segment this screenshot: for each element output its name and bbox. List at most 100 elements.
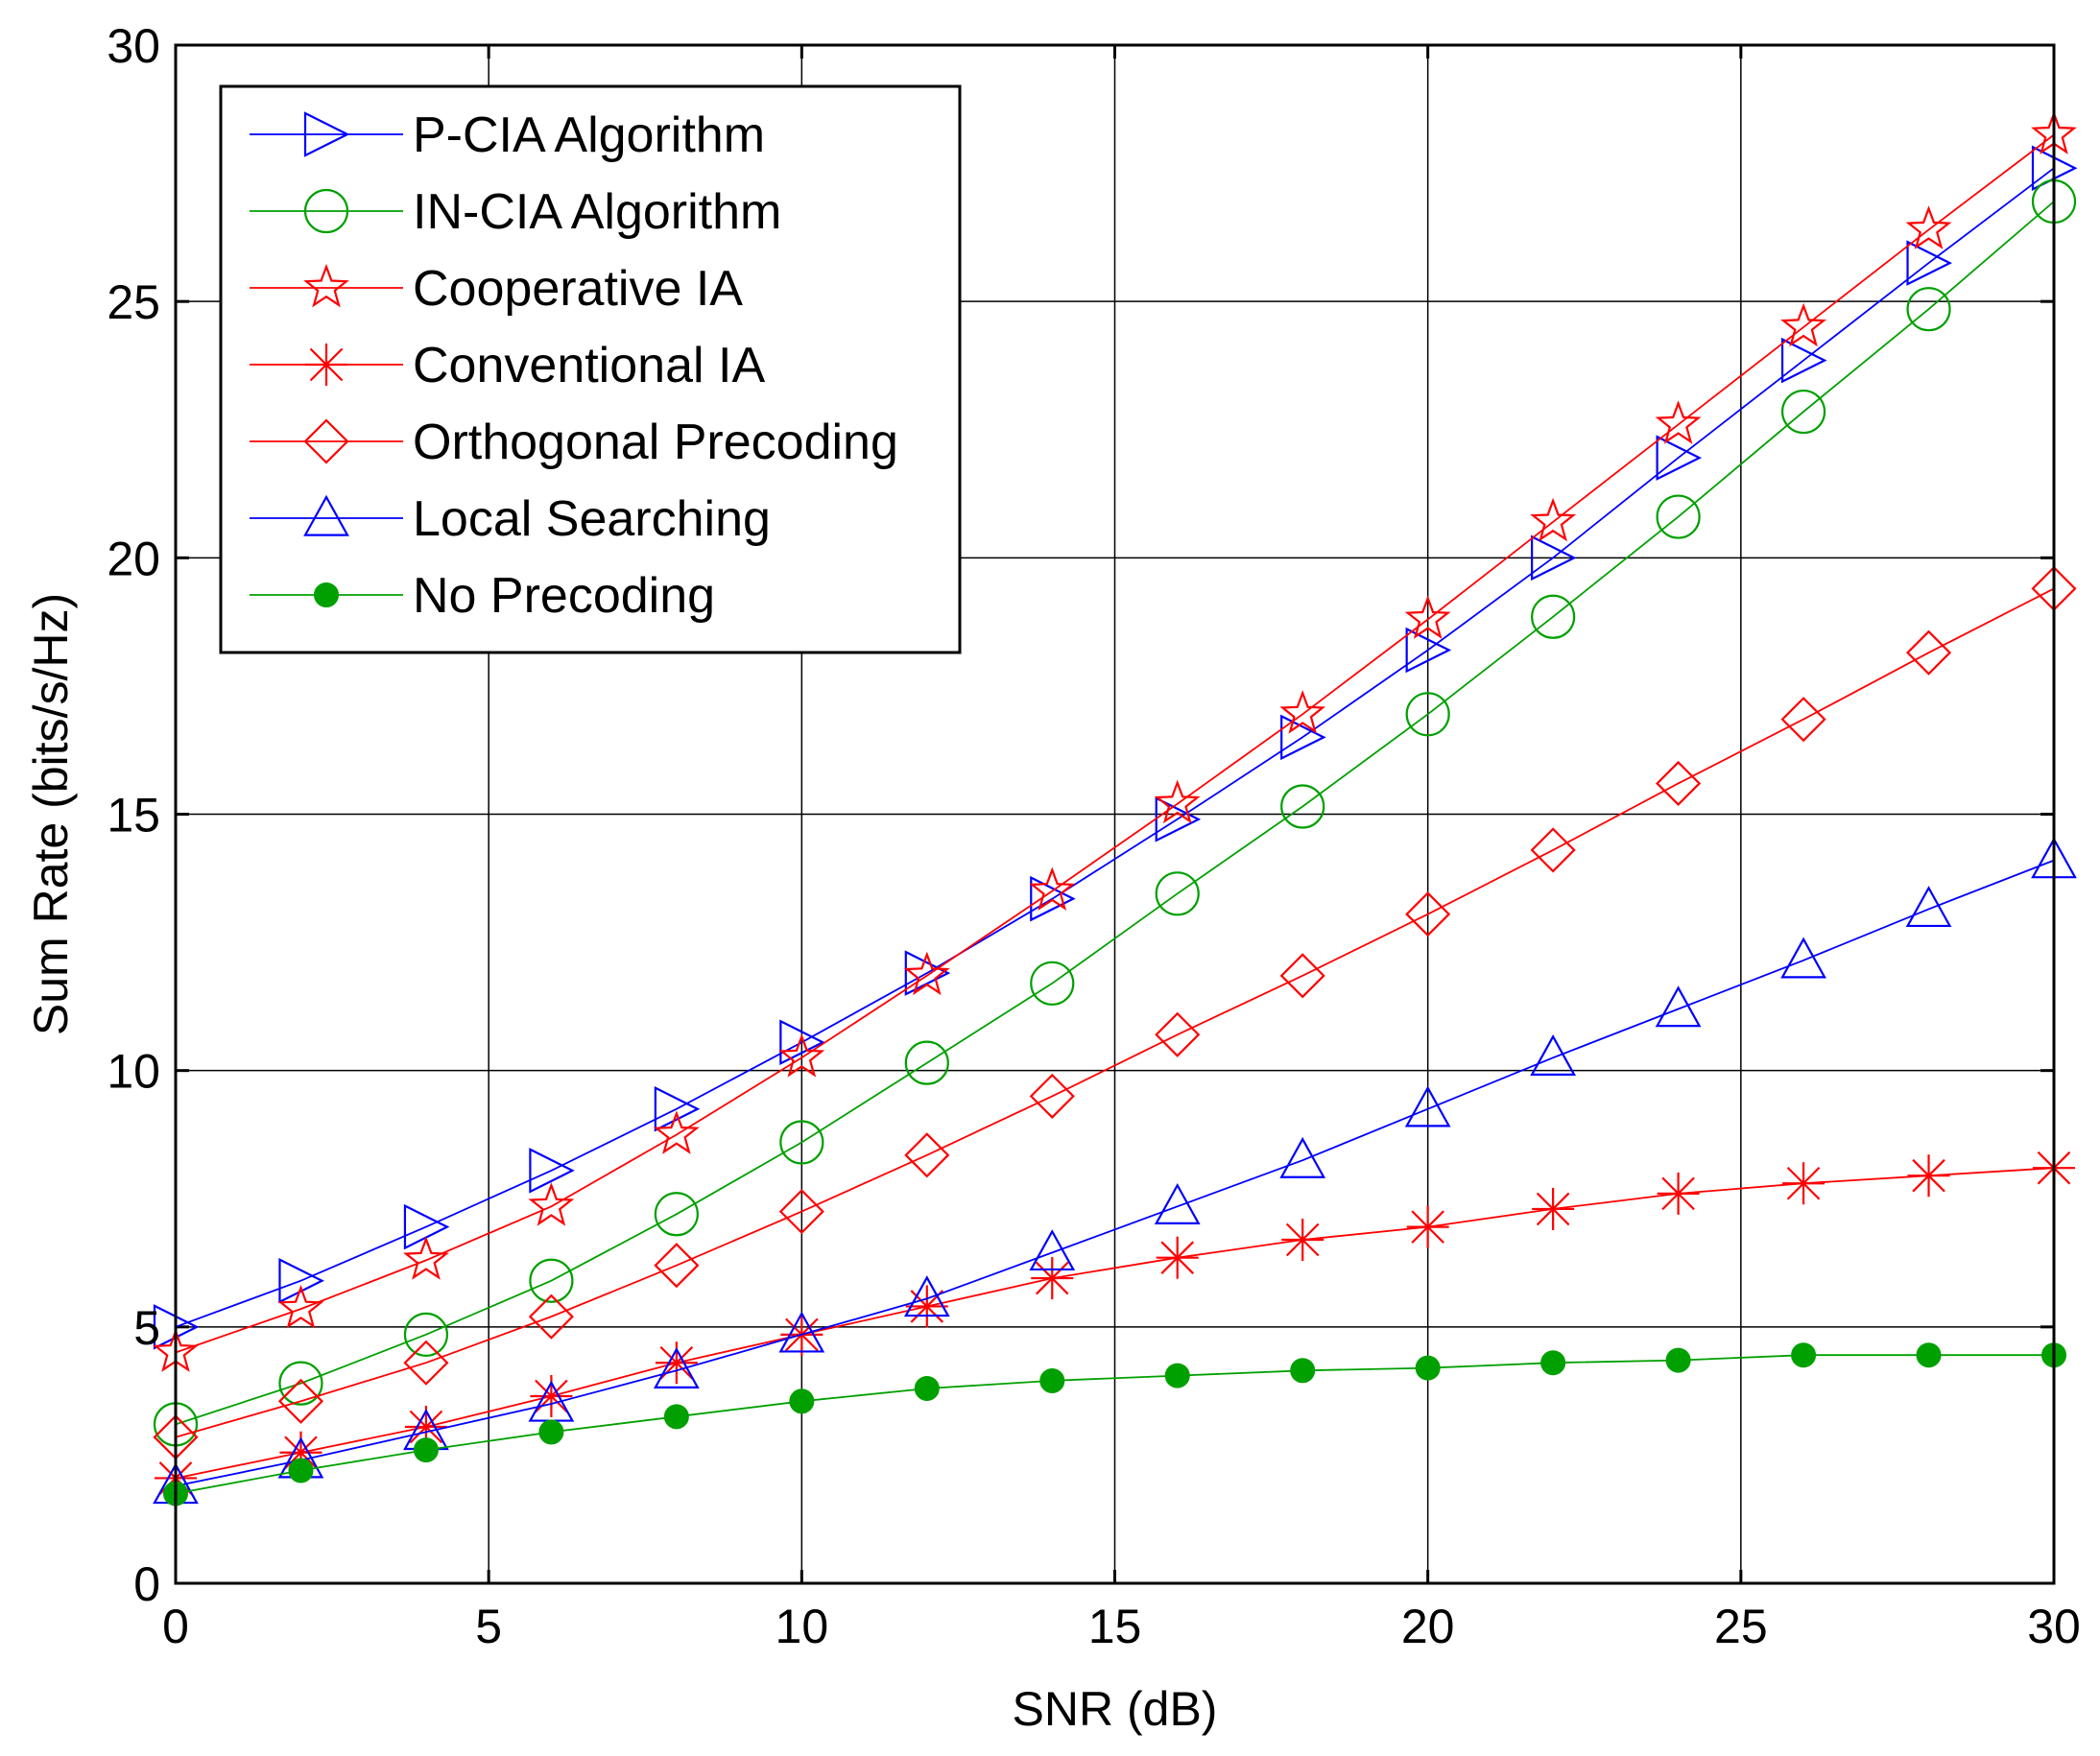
data-point: [903, 951, 950, 996]
data-point: [1405, 692, 1450, 737]
data-point: [1905, 205, 1952, 249]
data-point: [1907, 1154, 1950, 1198]
data-point: [1906, 287, 1951, 332]
data-point: [1164, 1363, 1190, 1388]
data-point: [403, 1340, 449, 1386]
data-point: [1530, 497, 1577, 542]
data-point: [1780, 937, 1826, 979]
data-point: [778, 1033, 825, 1078]
marker-stroke: [1536, 1192, 1570, 1226]
data-point: [1155, 871, 1200, 916]
tick-labels: 0 5 10 15 20 25 30 0 5 10 15 20 25 30: [107, 19, 2080, 1653]
data-point: [403, 1236, 449, 1280]
data-point: [538, 1419, 564, 1445]
data-point: [1540, 1350, 1566, 1376]
legend-label: Cooperative IA: [413, 261, 743, 317]
marker-stroke: [309, 347, 344, 382]
series-line: [175, 201, 2055, 1426]
data-point: [654, 1243, 700, 1289]
legend-label: Conventional IA: [413, 338, 765, 393]
data-point: [1404, 1085, 1451, 1127]
data-point: [778, 1311, 825, 1353]
series-orthogonal-precoding: [153, 565, 2077, 1460]
series-local-searching: [153, 837, 2077, 1505]
data-point: [1657, 1172, 1700, 1215]
data-point: [1406, 1205, 1449, 1248]
data-point: [1281, 1218, 1324, 1261]
series-line: [175, 167, 2055, 1328]
data-point: [1906, 240, 1952, 286]
legend-item: Local Searching: [250, 491, 771, 547]
y-tick-label: 25: [107, 275, 160, 329]
data-point: [1655, 400, 1702, 444]
data-point: [1532, 1187, 1575, 1230]
data-point: [278, 1361, 323, 1406]
legend-item: P-CIA Algorithm: [250, 107, 765, 163]
marker-stroke: [409, 1410, 443, 1444]
data-point: [1780, 337, 1827, 384]
data-point: [1530, 827, 1576, 873]
data-point: [1280, 784, 1325, 829]
legend-marker: [303, 263, 349, 308]
data-point: [653, 1110, 700, 1154]
data-point: [528, 1182, 575, 1226]
data-point: [1531, 534, 1577, 581]
plot-frame: [174, 43, 2056, 1585]
data-point: [1916, 1342, 1942, 1368]
data-point: [904, 1132, 950, 1178]
data-point: [1791, 1342, 1817, 1368]
data-point: [1782, 1162, 1826, 1205]
data-point: [779, 1019, 825, 1066]
legend-item: No Precoding: [250, 568, 715, 624]
data-point: [1156, 1236, 1199, 1279]
legend-label: Orthogonal Precoding: [413, 415, 898, 470]
data-point: [278, 1257, 324, 1304]
series-conventional-ia: [155, 1147, 2075, 1500]
x-tick-label: 15: [1088, 1600, 1142, 1653]
data-point: [529, 1148, 575, 1194]
data-point: [1655, 985, 1702, 1028]
data-point: [789, 1388, 815, 1414]
data-point: [1415, 1355, 1441, 1381]
legend-marker: [303, 111, 350, 157]
x-tick-label: 20: [1401, 1600, 1455, 1653]
data-point: [1656, 760, 1702, 806]
data-point: [1780, 697, 1826, 743]
x-tick-label: 10: [776, 1600, 829, 1653]
y-tick-label: 0: [133, 1557, 160, 1611]
data-point: [1290, 1358, 1316, 1384]
marker-stroke: [1912, 1158, 1945, 1193]
data-point: [1279, 953, 1325, 999]
legend-label: IN-CIA Algorithm: [413, 184, 781, 240]
data-point: [1031, 1257, 1074, 1300]
y-tick-label: 10: [107, 1045, 160, 1099]
legend-marker: [303, 494, 349, 536]
marker-stroke: [1035, 1261, 1069, 1295]
data-point: [1656, 435, 1703, 481]
series-line: [175, 1167, 2055, 1480]
data-point: [1905, 629, 1952, 676]
data-point: [1030, 961, 1075, 1006]
legend-marker: [314, 582, 339, 607]
legend-item: Cooperative IA: [250, 261, 743, 317]
data-point: [1404, 595, 1451, 639]
series-line: [175, 133, 2055, 1354]
data-point: [1029, 1073, 1075, 1119]
marker-stroke: [1411, 1210, 1444, 1244]
marker-stroke: [1786, 1166, 1821, 1200]
data-point: [1531, 594, 1576, 639]
legend-marker: [303, 188, 349, 234]
data-point: [1905, 886, 1952, 928]
data-point: [1039, 1367, 1065, 1393]
series-line: [175, 1354, 2054, 1495]
data-point: [403, 1312, 449, 1357]
marker-stroke: [1285, 1222, 1320, 1257]
data-point: [654, 1085, 701, 1132]
data-point: [1780, 389, 1826, 435]
x-tick-label: 5: [475, 1600, 502, 1653]
data-point: [914, 1375, 940, 1401]
data-point: [1665, 1347, 1691, 1373]
data-point: [1029, 866, 1076, 911]
data-point: [1155, 1011, 1201, 1057]
